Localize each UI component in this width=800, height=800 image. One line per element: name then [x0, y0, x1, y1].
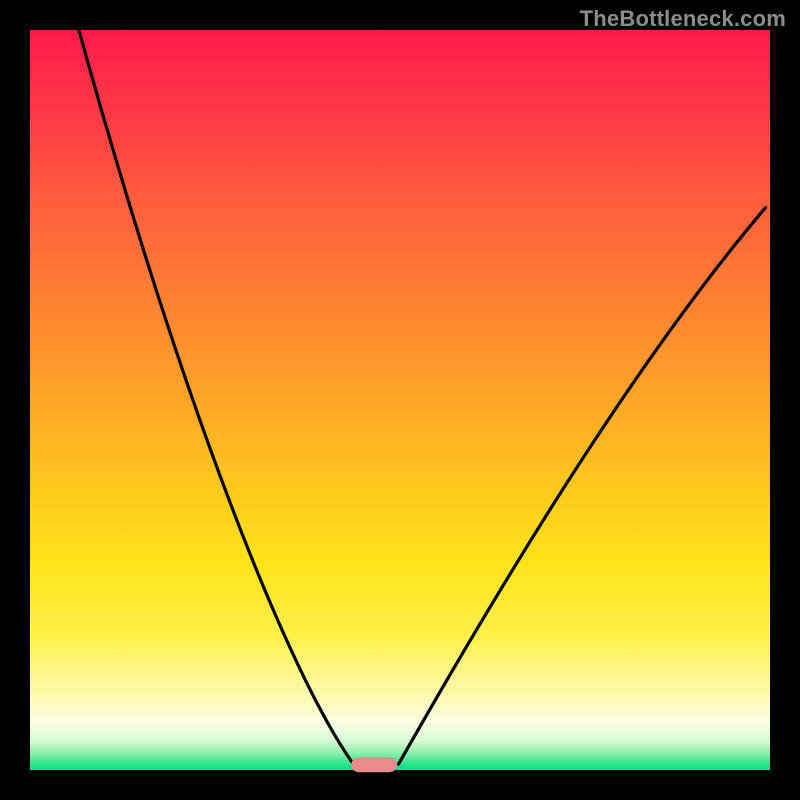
watermark-text: TheBottleneck.com [580, 6, 786, 32]
plot-background-gradient [30, 30, 770, 770]
optimum-marker [351, 757, 397, 772]
chart-root: TheBottleneck.com [0, 0, 800, 800]
chart-svg [0, 0, 800, 800]
